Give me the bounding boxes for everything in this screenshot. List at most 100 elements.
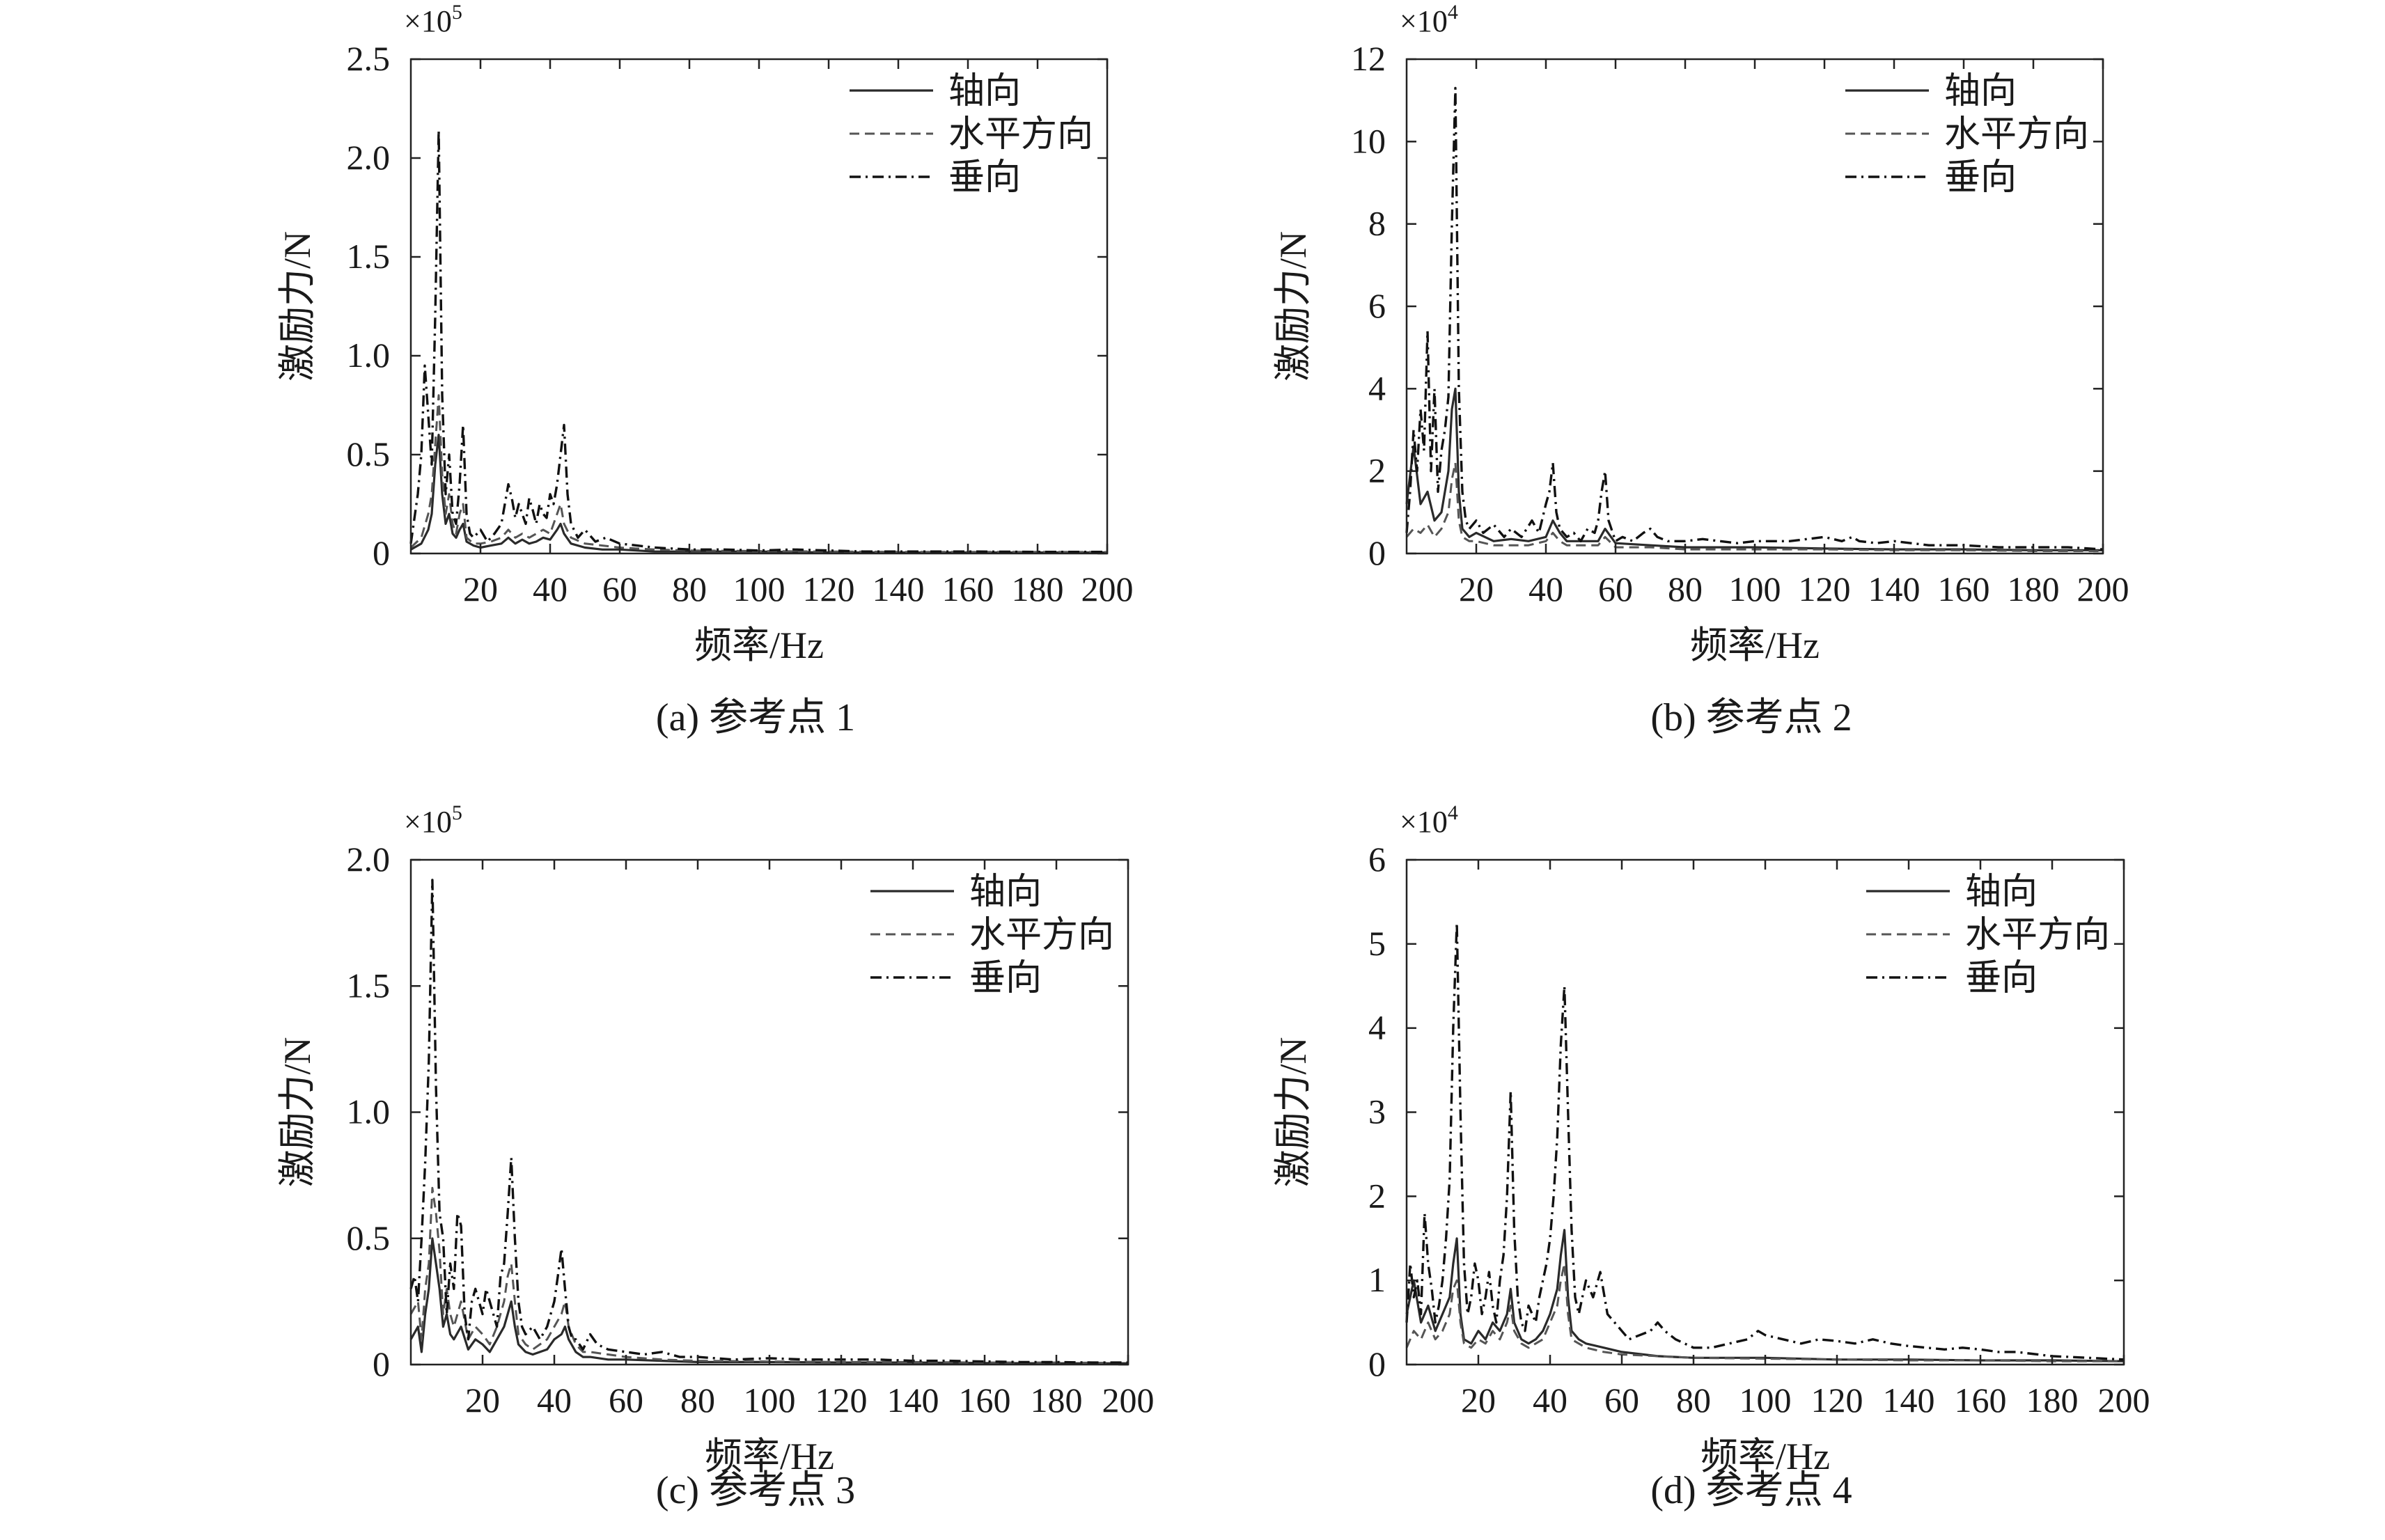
y-multiplier-exponent: 5 [452, 801, 462, 824]
x-tick-label: 20 [465, 1381, 500, 1420]
y-tick-label: 1.0 [347, 336, 391, 375]
x-tick-label: 40 [1528, 569, 1563, 608]
x-tick-label: 200 [2077, 569, 2129, 608]
y-multiplier-exponent: 4 [1448, 801, 1458, 824]
x-tick-label: 40 [1533, 1381, 1567, 1420]
legend-label-1: 轴向 [969, 872, 1042, 912]
y-axis-label: 激励力/N [1272, 1037, 1314, 1188]
y-tick-label: 6 [1368, 840, 1386, 879]
x-tick-label: 60 [1598, 569, 1633, 608]
y-multiplier: ×105 [404, 801, 462, 839]
chart-b: ×104 0 2 4 6 8 10 12 20 40 60 80 100 120 140 160 180 200 频… [1272, 1, 2129, 666]
legend-label-1: 轴向 [1965, 872, 2038, 912]
x-tick-label: 60 [602, 569, 637, 608]
chart-c: ×105 0 0.5 1.0 1.5 2.0 20 40 60 80 100 120 140 160 180… [276, 801, 1155, 1477]
legend-label-2: 水平方向 [969, 916, 1114, 955]
y-tick-label: 5 [1368, 924, 1386, 963]
y-tick-label: 0 [1368, 533, 1386, 572]
y-tick-label: 1.0 [347, 1092, 391, 1131]
x-tick-label: 40 [533, 569, 568, 608]
x-axis-label: 频率/Hz [1700, 1436, 1830, 1477]
legend-label-2: 水平方向 [948, 115, 1093, 155]
y-tick-label: 4 [1368, 368, 1386, 407]
x-tick-label: 80 [1668, 569, 1703, 608]
x-axis-label: 频率/Hz [1690, 624, 1820, 666]
x-tick-label: 160 [1955, 1381, 2007, 1420]
legend-label-2: 水平方向 [1965, 916, 2110, 955]
x-tick-label: 180 [2008, 569, 2060, 608]
y-tick-label: 10 [1351, 121, 1386, 160]
legend-label-1: 轴向 [1944, 72, 2017, 111]
y-axis-label: 激励力/N [276, 1037, 318, 1188]
series-line-3 [1405, 921, 2125, 1361]
chart-caption: (c) 参考点 3 [655, 1469, 856, 1512]
y-tick-label: 0.5 [347, 1218, 391, 1257]
chart-a: ×105 0 0.5 1.0 1.5 2.0 2.5 20 40 60 80 100 120 140 160… [276, 1, 1134, 666]
series-line-1 [410, 433, 1107, 554]
y-tick-label: 6 [1368, 286, 1386, 325]
y-tick-label: 1.5 [347, 237, 391, 276]
y-tick-label: 0.5 [347, 434, 391, 473]
legend-label-3: 垂向 [969, 959, 1042, 998]
y-tick-label: 12 [1351, 39, 1386, 78]
y-multiplier: ×104 [1400, 1, 1458, 38]
chart-panel-d: ×104 0 1 2 3 4 5 6 20 40 60 80 100 120 140 160 180 200 频率/… [1253, 773, 2249, 1532]
chart-caption: (a) 参考点 1 [655, 696, 856, 739]
series-line-2 [409, 1186, 1129, 1365]
x-tick-label: 80 [1676, 1381, 1711, 1420]
series-line-3 [409, 879, 1128, 1364]
y-tick-label: 1.5 [347, 966, 391, 1005]
series-line-2 [1405, 462, 2103, 552]
series-line-1 [409, 1237, 1128, 1365]
x-tick-label: 80 [672, 569, 707, 608]
chart-d: ×104 0 1 2 3 4 5 6 20 40 60 80 100 120 140 160 180 200 频率/… [1272, 801, 2150, 1477]
x-tick-label: 40 [537, 1381, 572, 1420]
x-tick-label: 120 [815, 1381, 868, 1420]
x-axis-label: 频率/Hz [694, 624, 824, 666]
series-line-2 [409, 394, 1108, 553]
chart-caption: (b) 参考点 2 [1650, 696, 1852, 739]
x-tick-label: 140 [887, 1381, 939, 1420]
y-tick-label: 2.0 [347, 840, 391, 879]
chart-panel-a: ×105 0 0.5 1.0 1.5 2.0 2.5 20 40 60 80 100 120 140 160… [258, 0, 1253, 759]
x-tick-label: 100 [1739, 1381, 1792, 1420]
x-tick-label: 120 [803, 569, 855, 608]
y-tick-label: 4 [1368, 1008, 1386, 1047]
legend-label-2: 水平方向 [1944, 115, 2089, 155]
x-tick-label: 60 [609, 1381, 643, 1420]
x-tick-label: 180 [2026, 1381, 2079, 1420]
legend-label-1: 轴向 [948, 72, 1021, 111]
y-tick-label: 8 [1368, 204, 1386, 243]
x-tick-label: 120 [1811, 1381, 1863, 1420]
y-tick-label: 2 [1368, 1176, 1386, 1215]
y-tick-label: 2.5 [347, 39, 391, 78]
x-tick-label: 140 [873, 569, 925, 608]
y-tick-label: 3 [1368, 1092, 1386, 1131]
y-tick-label: 2.0 [347, 138, 391, 177]
x-tick-label: 160 [959, 1381, 1011, 1420]
x-tick-label: 180 [1031, 1381, 1083, 1420]
x-tick-label: 200 [1081, 569, 1134, 608]
y-tick-label: 2 [1368, 451, 1386, 490]
x-tick-label: 80 [680, 1381, 715, 1420]
y-multiplier: ×105 [404, 1, 462, 38]
x-tick-label: 180 [1012, 569, 1064, 608]
x-tick-label: 120 [1799, 569, 1851, 608]
chart-panel-b: ×104 0 2 4 6 8 10 12 20 40 60 80 100 120 140 160 180 200 频… [1253, 0, 2249, 759]
y-multiplier: ×104 [1400, 801, 1458, 839]
y-axis-label: 激励力/N [276, 231, 318, 382]
y-axis-label: 激励力/N [1272, 231, 1314, 382]
legend-label-3: 垂向 [1965, 959, 2038, 998]
x-tick-label: 100 [744, 1381, 796, 1420]
chart-caption: (d) 参考点 4 [1650, 1469, 1852, 1512]
x-axis-label: 频率/Hz [705, 1436, 834, 1477]
x-tick-label: 200 [2098, 1381, 2150, 1420]
y-multiplier-exponent: 5 [452, 1, 462, 24]
legend-label-3: 垂向 [1944, 158, 2017, 198]
x-tick-label: 100 [733, 569, 785, 608]
series-line-3 [1405, 86, 2104, 551]
y-tick-label: 0 [1368, 1344, 1386, 1383]
x-tick-label: 60 [1604, 1381, 1639, 1420]
series-line-1 [1405, 387, 2103, 551]
y-tick-label: 0 [373, 1344, 390, 1383]
